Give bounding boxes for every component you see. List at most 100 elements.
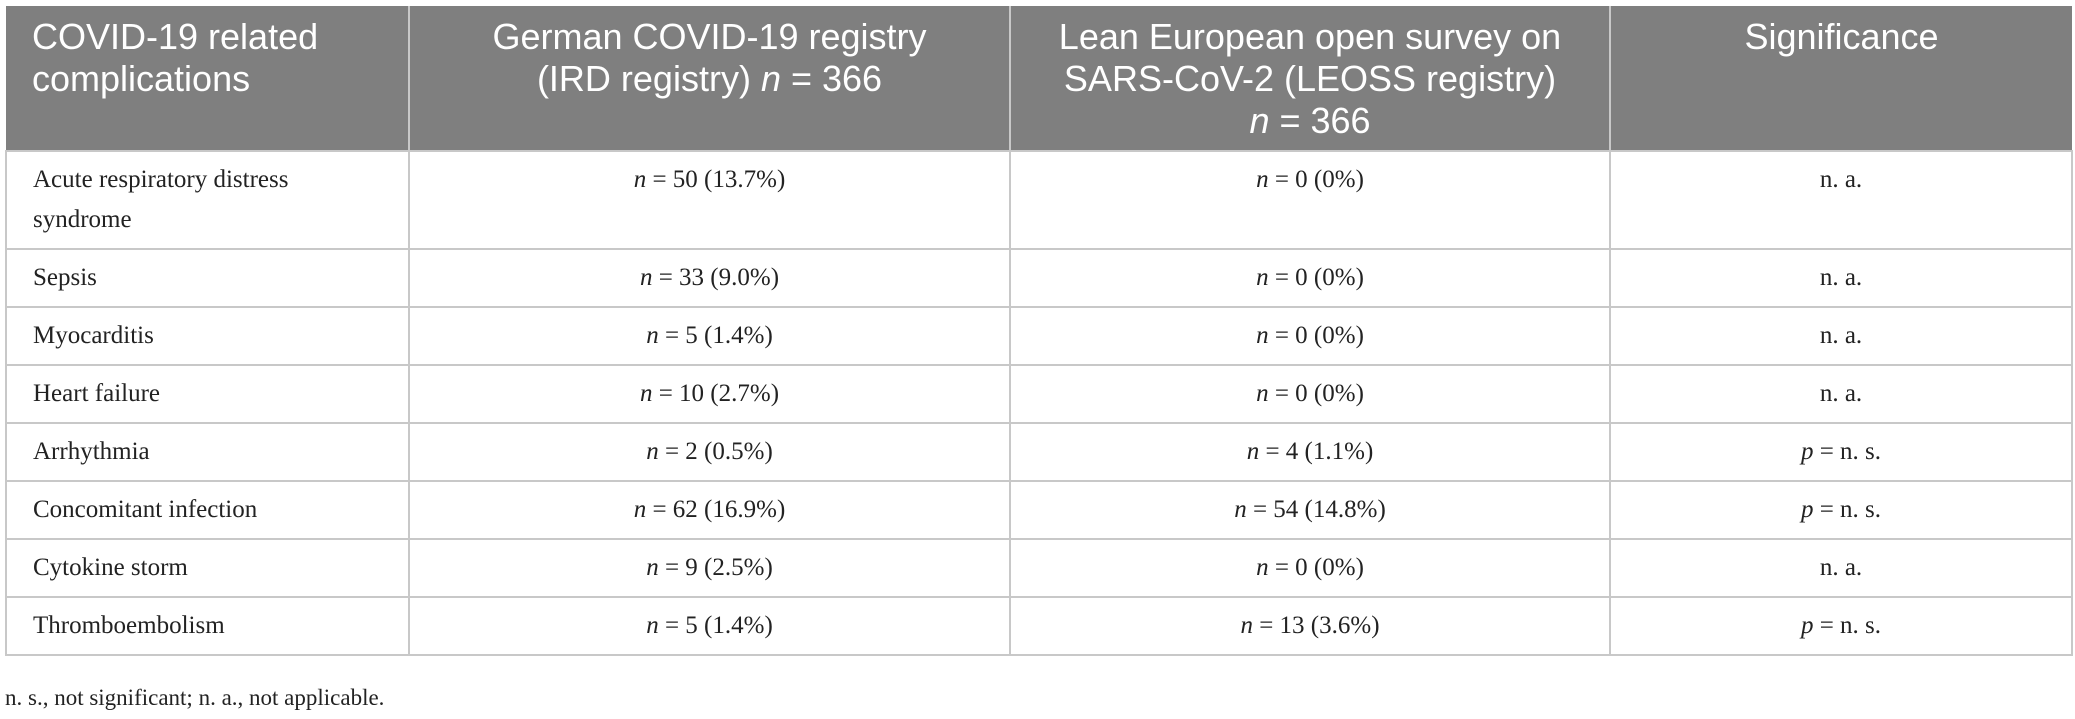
significance-cell: n. a. (1609, 364, 2073, 424)
complications-table: COVID-19 related complications German CO… (5, 6, 2073, 656)
complication-label: Sepsis (33, 264, 97, 291)
ird-value-cell: n = 50 (13.7%) (408, 150, 1011, 250)
header-row: COVID-19 related complications German CO… (6, 6, 2072, 152)
complication-cell: Acute respiratory distress syndrome (5, 150, 410, 250)
header-complications-line2: complications (32, 58, 251, 99)
header-leoss-line2: SARS-CoV-2 (LEOSS registry) (1063, 58, 1557, 99)
ird-value: = 62 (16.9%) (646, 496, 786, 523)
ird-value-cell: n = 33 (9.0%) (408, 248, 1011, 308)
complication-label: Arrhythmia (33, 438, 150, 465)
complication-label: Heart failure (33, 380, 161, 407)
leoss-n-label: n (1256, 554, 1269, 581)
header-ird-registry: German COVID-19 registry (IRD registry) … (408, 6, 1011, 152)
ird-n-label: n (633, 496, 647, 523)
significance-cell: p = n. s. (1609, 596, 2073, 656)
leoss-value-cell: n = 0 (0%) (1009, 248, 1611, 308)
leoss-n-label: n (1256, 380, 1269, 407)
ird-value-cell: n = 62 (16.9%) (408, 480, 1011, 540)
leoss-value: = 4 (1.1%) (1259, 438, 1374, 465)
complication-label: Thromboembolism (33, 612, 225, 639)
header-leoss-n-value: = 366 (1269, 100, 1371, 141)
significance-p-label: p (1800, 612, 1814, 639)
ird-value-cell: n = 10 (2.7%) (408, 364, 1011, 424)
significance-value: n. a. (1819, 380, 1863, 407)
complication-cell: Concomitant infection (5, 480, 410, 540)
significance-cell: n. a. (1609, 306, 2073, 366)
leoss-value: = 0 (0%) (1268, 380, 1364, 407)
header-complications-line1: COVID-19 related (32, 16, 319, 57)
leoss-value-cell: n = 13 (3.6%) (1009, 596, 1611, 656)
significance-cell: n. a. (1609, 248, 2073, 308)
header-significance: Significance (1609, 6, 2072, 152)
table-row: Cytokine storm n = 9 (2.5%) n = 0 (0%) n. a… (5, 538, 2073, 598)
leoss-n-label: n (1246, 438, 1260, 465)
complication-cell: Myocarditis (5, 306, 410, 366)
ird-n-label: n (633, 166, 647, 193)
leoss-n-label: n (1234, 496, 1247, 523)
significance-cell: p = n. s. (1609, 422, 2073, 482)
ird-value: = 33 (9.0%) (652, 264, 780, 291)
significance-cell: n. a. (1609, 538, 2073, 598)
significance-value: = n. s. (1813, 612, 1882, 639)
table-row: Thromboembolism n = 5 (1.4%) n = 13 (3.6%)… (5, 596, 2073, 656)
ird-n-label: n (646, 554, 659, 581)
leoss-n-label: n (1256, 264, 1269, 291)
significance-value: n. a. (1819, 264, 1863, 291)
ird-n-label: n (646, 612, 659, 639)
leoss-value: = 0 (0%) (1268, 166, 1364, 193)
leoss-value: = 0 (0%) (1268, 322, 1364, 349)
complication-label: Cytokine storm (33, 554, 188, 581)
header-leoss-n-label: n (1249, 100, 1270, 141)
ird-value: = 10 (2.7%) (652, 380, 780, 407)
significance-value: = n. s. (1813, 496, 1882, 523)
ird-n-label: n (646, 322, 659, 349)
table-row: Heart failure n = 10 (2.7%) n = 0 (0%) n. a… (5, 364, 2073, 424)
header-complications: COVID-19 related complications (6, 6, 410, 152)
significance-value: = n. s. (1813, 438, 1882, 465)
leoss-value-cell: n = 54 (14.8%) (1009, 480, 1611, 540)
table-body: Acute respiratory distress syndrome n = 5… (5, 150, 2073, 656)
complication-label: Myocarditis (33, 322, 154, 349)
significance-p-label: p (1800, 438, 1814, 465)
significance-value: n. a. (1819, 166, 1863, 193)
significance-value: n. a. (1819, 322, 1863, 349)
table-row: Arrhythmia n = 2 (0.5%) n = 4 (1.1%) p = n.… (5, 422, 2073, 482)
table-footnote: n. s., not significant; n. a., not appli… (5, 685, 385, 710)
leoss-value-cell: n = 0 (0%) (1009, 306, 1611, 366)
ird-value-cell: n = 5 (1.4%) (408, 306, 1011, 366)
complication-label: Acute respiratory distress syndrome (33, 166, 289, 233)
complication-label: Concomitant infection (33, 496, 258, 523)
header-leoss-line1: Lean European open survey on (1058, 16, 1562, 57)
ird-value: = 50 (13.7%) (646, 166, 786, 193)
complication-cell: Arrhythmia (5, 422, 410, 482)
leoss-value: = 13 (3.6%) (1252, 612, 1380, 639)
complication-cell: Heart failure (5, 364, 410, 424)
leoss-value-cell: n = 0 (0%) (1009, 364, 1611, 424)
leoss-value: = 0 (0%) (1268, 554, 1364, 581)
leoss-value: = 0 (0%) (1268, 264, 1364, 291)
header-ird-n-value: = 366 (780, 58, 883, 99)
leoss-value-cell: n = 0 (0%) (1009, 150, 1611, 250)
ird-value: = 5 (1.4%) (658, 612, 773, 639)
ird-value: = 2 (0.5%) (658, 438, 773, 465)
complication-cell: Sepsis (5, 248, 410, 308)
leoss-value-cell: n = 4 (1.1%) (1009, 422, 1611, 482)
ird-value-cell: n = 2 (0.5%) (408, 422, 1011, 482)
leoss-n-label: n (1240, 612, 1253, 639)
significance-p-label: p (1800, 496, 1814, 523)
table-header: COVID-19 related complications German CO… (6, 6, 2072, 152)
header-ird-line1: German COVID-19 registry (492, 16, 927, 57)
header-ird-n-label: n (760, 58, 781, 99)
ird-n-label: n (639, 264, 653, 291)
ird-value: = 9 (2.5%) (658, 554, 773, 581)
table-row: Myocarditis n = 5 (1.4%) n = 0 (0%) n. a. (5, 306, 2073, 366)
ird-n-label: n (646, 438, 659, 465)
leoss-value: = 54 (14.8%) (1246, 496, 1386, 523)
ird-n-label: n (639, 380, 653, 407)
leoss-n-label: n (1256, 166, 1269, 193)
header-leoss-registry: Lean European open survey on SARS-CoV-2 … (1009, 6, 1611, 152)
table-row: Acute respiratory distress syndrome n = 5… (5, 150, 2073, 250)
table-row: Sepsis n = 33 (9.0%) n = 0 (0%) n. a. (5, 248, 2073, 308)
header-significance-label: Significance (1744, 16, 1939, 57)
complications-table-container: COVID-19 related complications German CO… (5, 6, 2073, 656)
